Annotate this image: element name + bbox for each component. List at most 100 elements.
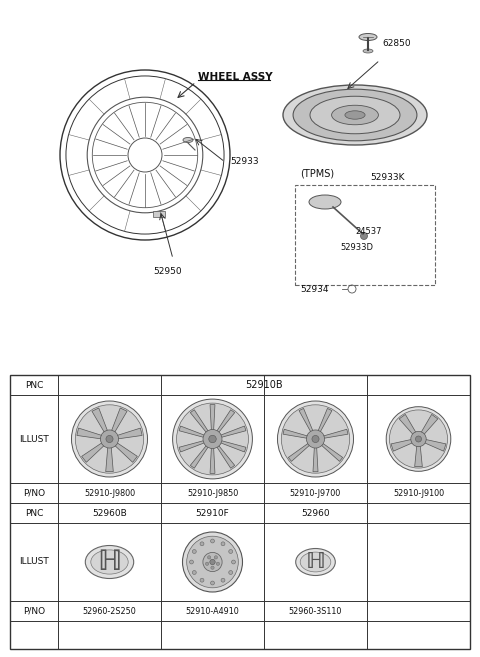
Circle shape [386,407,451,471]
Polygon shape [220,441,246,452]
Circle shape [210,559,215,565]
Circle shape [177,403,249,475]
Text: ℍ: ℍ [305,552,325,572]
Circle shape [306,430,324,448]
Text: 52910-J9100: 52910-J9100 [393,489,444,497]
Polygon shape [415,446,422,466]
Text: 52960B: 52960B [92,509,127,518]
Bar [153,211,165,217]
Ellipse shape [283,85,427,145]
Circle shape [214,556,217,559]
Polygon shape [210,405,215,430]
Circle shape [229,549,233,553]
Text: ILLUST: ILLUST [19,558,49,566]
Ellipse shape [91,550,128,574]
Ellipse shape [309,195,341,209]
Polygon shape [421,415,438,434]
Circle shape [203,430,222,449]
Text: 52910B: 52910B [245,380,283,390]
Text: PNC: PNC [25,380,43,390]
Polygon shape [318,409,332,432]
Polygon shape [321,443,343,461]
Text: 52933D: 52933D [340,242,373,252]
Circle shape [205,562,209,566]
Polygon shape [220,426,246,438]
Text: P/NO: P/NO [23,606,45,616]
Polygon shape [313,447,318,472]
Circle shape [106,436,113,443]
Circle shape [221,542,225,546]
Circle shape [203,553,222,572]
Text: ILLUST: ILLUST [19,434,49,443]
Circle shape [207,556,211,559]
Circle shape [200,578,204,582]
Text: ℍ: ℍ [97,548,122,576]
Text: 52910-A4910: 52910-A4910 [186,606,240,616]
Circle shape [192,549,196,553]
Polygon shape [190,410,208,432]
Circle shape [277,401,353,477]
Text: 52910-J9700: 52910-J9700 [290,489,341,497]
Circle shape [211,539,215,543]
Text: 52960-2S250: 52960-2S250 [83,606,136,616]
Polygon shape [190,445,208,468]
Circle shape [190,560,193,564]
Circle shape [416,436,421,442]
Text: 52933: 52933 [230,158,259,166]
Text: P/NO: P/NO [23,489,45,497]
Polygon shape [77,428,102,439]
Ellipse shape [310,96,400,134]
Circle shape [281,405,350,473]
Text: 52910-J9800: 52910-J9800 [84,489,135,497]
Text: 52933K: 52933K [370,173,405,182]
Polygon shape [82,443,104,463]
Ellipse shape [359,34,377,41]
Bar [295,185,435,285]
Text: 52960-3S110: 52960-3S110 [289,606,342,616]
Circle shape [173,399,252,479]
Circle shape [187,536,238,588]
Text: 52910F: 52910F [196,509,229,518]
Circle shape [231,560,236,564]
Polygon shape [106,447,113,472]
Text: 62850: 62850 [382,39,410,47]
Text: 52960: 52960 [301,509,330,518]
Circle shape [200,542,204,546]
Circle shape [75,405,144,473]
Polygon shape [391,440,412,451]
Polygon shape [210,447,215,474]
Ellipse shape [293,89,417,141]
Circle shape [216,562,219,566]
Text: (TPMS): (TPMS) [300,169,334,179]
Polygon shape [115,443,137,463]
Ellipse shape [300,552,331,572]
Polygon shape [179,426,204,438]
Polygon shape [288,443,310,461]
Bar [10,375,470,649]
Polygon shape [117,428,142,439]
Ellipse shape [183,137,193,143]
Circle shape [211,566,214,570]
Circle shape [100,430,119,448]
Text: 24537: 24537 [355,227,382,237]
Polygon shape [283,429,308,438]
Ellipse shape [345,111,365,119]
Text: PNC: PNC [25,509,43,518]
Circle shape [389,410,447,468]
Polygon shape [399,415,416,434]
Ellipse shape [296,549,336,576]
Circle shape [209,436,216,443]
Circle shape [411,431,426,447]
Text: 52934: 52934 [300,284,328,294]
Polygon shape [179,441,204,452]
Circle shape [192,570,196,574]
Ellipse shape [85,545,134,579]
Text: WHEEL ASSY: WHEEL ASSY [198,72,273,82]
Polygon shape [299,409,313,432]
Polygon shape [216,445,235,468]
Polygon shape [216,410,235,432]
Circle shape [312,436,319,443]
Circle shape [211,581,215,585]
Circle shape [229,570,233,574]
Circle shape [221,578,225,582]
